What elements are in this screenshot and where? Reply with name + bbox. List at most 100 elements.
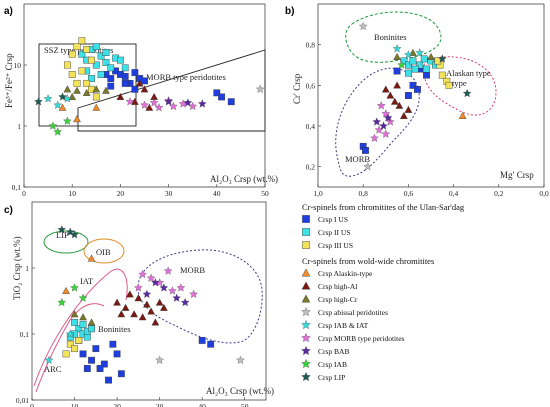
data-point — [78, 293, 88, 302]
data-point — [385, 117, 395, 126]
legend-item-label: Crsp MORB type peridotites — [318, 334, 405, 343]
iat-field-c — [33, 268, 128, 387]
panel-c-axes: 0 10 20 30 40 50 0,01 0,1 1 — [16, 264, 249, 407]
panel-a-label: a) — [4, 6, 13, 17]
data-point — [43, 94, 53, 103]
data-point — [151, 318, 160, 326]
x-tick-label: 1,0 — [313, 189, 323, 198]
data-point — [113, 298, 121, 306]
data-point — [121, 73, 129, 80]
data-point — [178, 99, 188, 108]
morb-field-c-label: MORB — [180, 265, 205, 275]
x-tick-label: 0,2 — [494, 189, 504, 198]
y-tick-label: 1 — [17, 122, 21, 131]
data-point — [73, 86, 81, 94]
data-point — [107, 82, 115, 90]
data-point — [423, 71, 430, 79]
panel-b-xlabel: Mg′ Crsp — [500, 170, 534, 180]
data-point — [218, 93, 226, 101]
data-point — [236, 355, 245, 364]
panel-a-points — [34, 37, 265, 136]
x-tick-label: 30 — [165, 189, 173, 198]
x-tick-label: 50 — [261, 189, 269, 198]
legend-marker — [302, 241, 310, 249]
data-point — [445, 81, 453, 89]
data-point — [140, 100, 149, 109]
panel-c-ylabel: TiO₂ Crsp (wt.%) — [12, 236, 22, 300]
data-point — [88, 325, 95, 333]
data-point — [395, 101, 404, 109]
data-point — [79, 350, 87, 358]
data-point — [189, 289, 199, 298]
data-point — [58, 103, 67, 111]
data-point — [390, 97, 399, 105]
data-point — [100, 360, 108, 368]
data-point — [68, 71, 76, 78]
legend-item-label: Crsp III US — [318, 241, 353, 250]
legend-item-label: Crsp I US — [318, 215, 348, 224]
data-point — [63, 116, 72, 125]
data-point — [48, 121, 58, 130]
legend-marker — [301, 319, 311, 330]
data-point — [381, 85, 390, 93]
data-point — [44, 355, 54, 364]
y-tick-label: 10 — [14, 61, 22, 70]
y-tick-label: 0,1 — [20, 330, 30, 339]
x-tick-label: 20 — [117, 189, 125, 198]
data-point — [151, 278, 160, 287]
data-point — [198, 99, 207, 108]
data-point — [53, 100, 63, 109]
data-point — [134, 294, 143, 302]
data-point — [134, 283, 143, 292]
data-point — [88, 56, 95, 64]
panel-a-xlabel: Al₂O₃ Crsp (wt.%) — [210, 174, 278, 184]
data-point — [96, 365, 104, 372]
data-point — [88, 75, 95, 82]
panel-c: c) 0 10 20 30 40 500,010,11 LIP OIB MORB IAT … — [4, 201, 274, 407]
legend-item-label: Crsp BAB — [318, 347, 349, 356]
boninites-field-b — [345, 11, 442, 63]
legend-marker — [302, 228, 310, 236]
data-point — [92, 345, 100, 353]
data-point — [147, 307, 155, 315]
legend-item-label: Crsp LIP — [318, 373, 345, 382]
panel-a-axes: 0 10 20 30 40 50 0,1 1 10 — [12, 61, 269, 198]
data-point — [372, 117, 382, 126]
data-point — [400, 111, 408, 119]
data-point — [105, 376, 112, 384]
x-tick-label: 40 — [198, 402, 206, 407]
x-tick-label: 0,0 — [539, 189, 549, 198]
data-point — [68, 50, 76, 58]
y-tick-label: 0,01 — [16, 396, 29, 405]
data-point — [113, 350, 121, 358]
x-tick-label: 0,4 — [449, 189, 459, 198]
legend-marker — [301, 371, 311, 382]
legend-marker — [301, 306, 311, 317]
data-point — [411, 65, 419, 73]
morb-field-a-label: MORB type peridotites — [146, 72, 226, 82]
data-point — [379, 121, 388, 130]
data-point — [146, 273, 156, 282]
data-point — [438, 71, 446, 79]
legend-items: Crsp I US Crsp II US Crsp III US Crsp Alask… — [301, 215, 405, 382]
data-point — [73, 79, 81, 87]
x-tick-label: 0 — [30, 402, 34, 407]
data-point — [71, 345, 78, 353]
data-point — [386, 91, 395, 99]
panel-b-points — [358, 21, 472, 171]
legend-marker — [301, 345, 311, 356]
legend-item-label: Crsp high-Al — [318, 282, 357, 291]
data-point — [393, 52, 401, 60]
data-point — [404, 105, 413, 113]
panel-c-label: c) — [4, 205, 13, 216]
data-point — [427, 52, 435, 60]
data-point — [404, 50, 413, 59]
data-point — [78, 50, 86, 58]
data-point — [92, 103, 101, 111]
data-point — [358, 21, 368, 31]
data-point — [416, 61, 424, 69]
data-point — [70, 310, 79, 318]
data-point — [198, 336, 206, 344]
data-point — [102, 86, 110, 94]
panel-b-axes: 1,0 0,8 0,6 0,4 0,2 0,0 0,2 0,4 0,6 0,8 — [306, 41, 549, 198]
